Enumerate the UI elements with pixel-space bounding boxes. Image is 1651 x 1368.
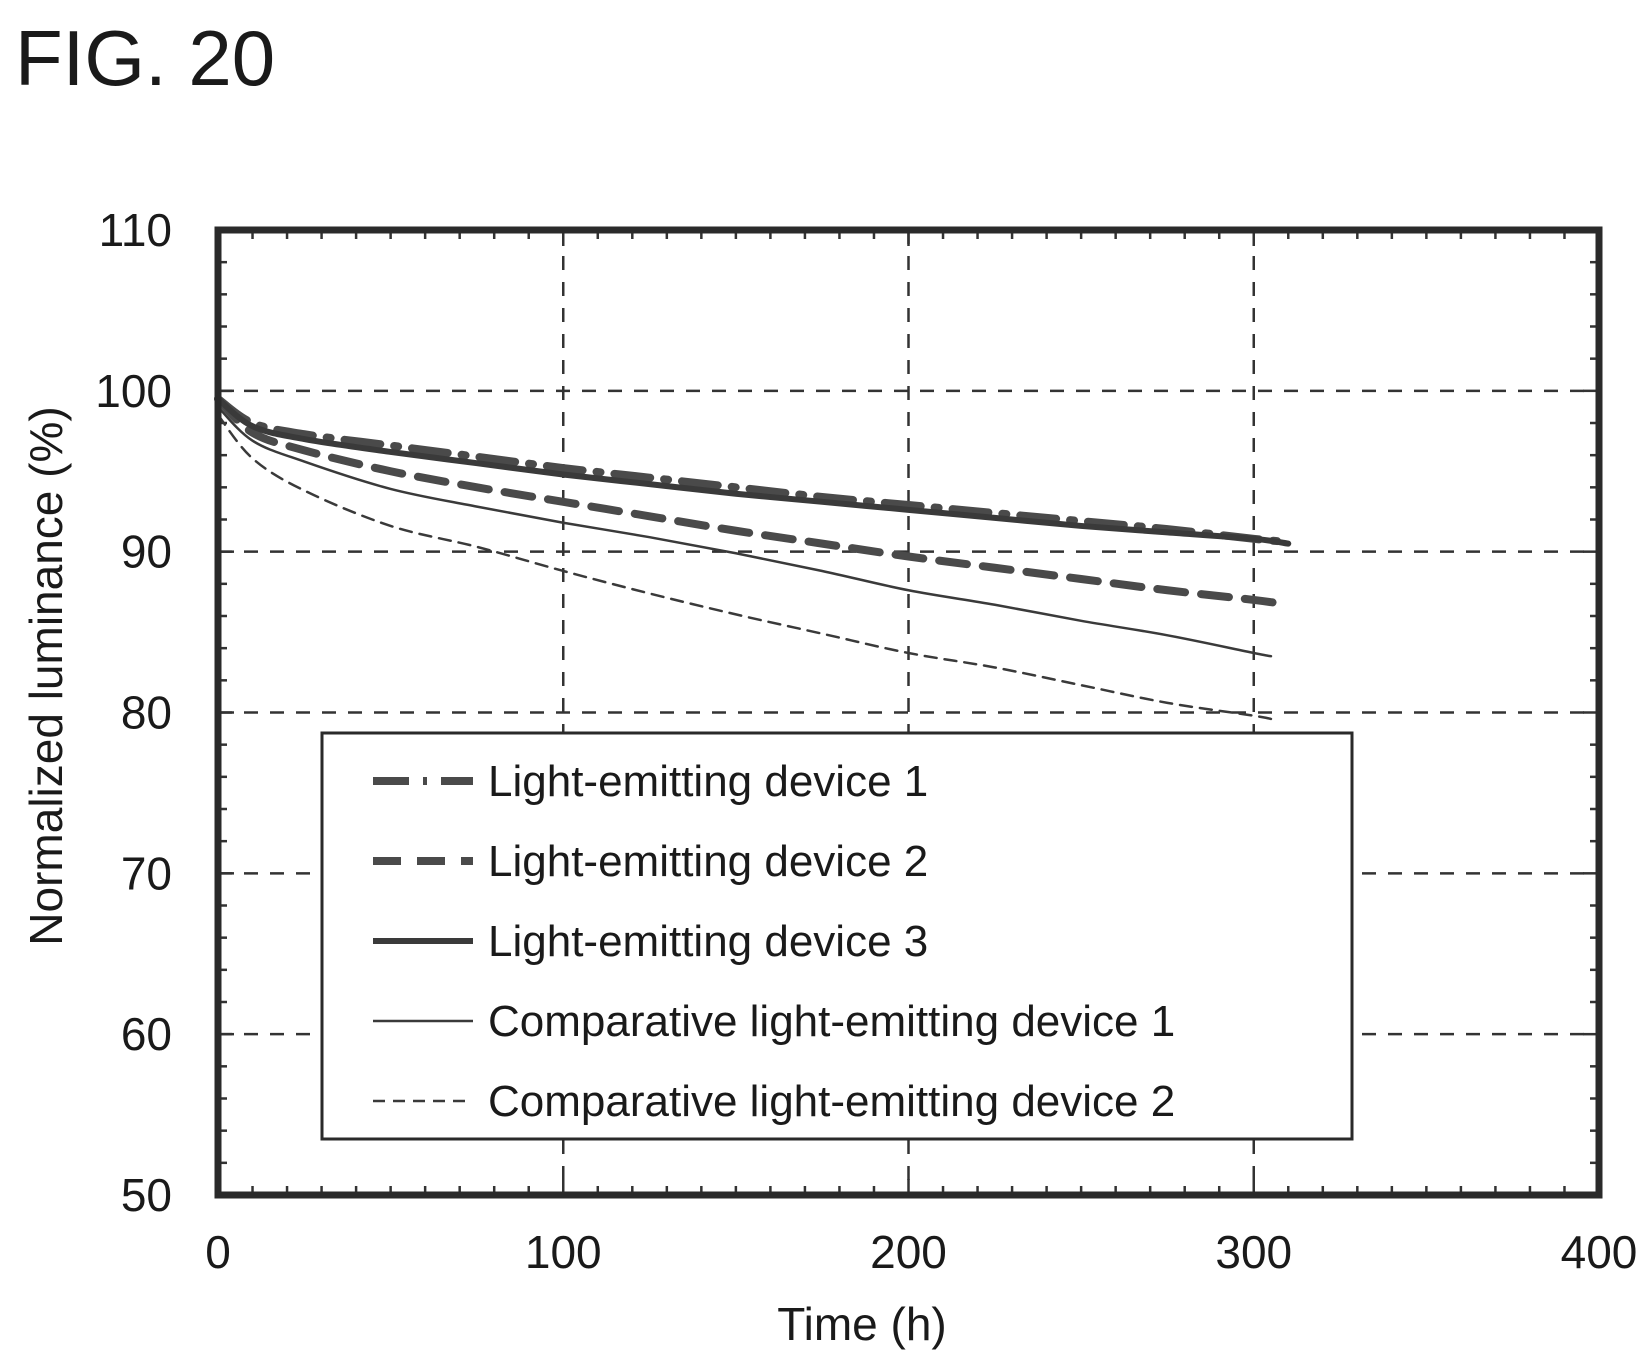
plot-frame	[214, 226, 1603, 1199]
series-line-5	[216, 413, 1273, 721]
series-line-4	[216, 405, 1273, 658]
x-tick-label: 200	[870, 1226, 947, 1278]
x-tick-labels: 0 100 200 300 400	[205, 1226, 1637, 1278]
figure-title: FIG. 20	[15, 14, 275, 102]
legend-box	[320, 731, 1354, 1141]
series-line-1	[214, 394, 1293, 547]
legend-label-4: Comparative light-emitting device 1	[488, 997, 1175, 1046]
legend-label-5: Comparative light-emitting device 2	[488, 1077, 1175, 1126]
grid	[218, 230, 1599, 1195]
x-tick-label: 400	[1561, 1226, 1638, 1278]
series-line-2	[214, 394, 1293, 609]
series-group	[214, 394, 1293, 721]
y-tick-label: 80	[121, 687, 172, 739]
y-tick-labels: 50 60 70 80 90 100 110	[95, 204, 172, 1221]
legend-label-2: Light-emitting device 2	[488, 837, 928, 886]
x-tick-label: 300	[1215, 1226, 1292, 1278]
series-line-3	[215, 395, 1292, 547]
legend-entries: Light-emitting device 1 Light-emitting de…	[373, 757, 1175, 1126]
y-tick-label: 110	[99, 204, 172, 256]
plot-area	[214, 226, 1603, 1199]
y-tick-label: 90	[121, 526, 172, 578]
y-tick-label: 50	[121, 1169, 172, 1221]
x-tick-label: 100	[525, 1226, 602, 1278]
y-axis-label: Normalized luminance (%)	[20, 406, 72, 945]
y-tick-label: 60	[121, 1008, 172, 1060]
x-axis-label: Time (h)	[777, 1298, 947, 1350]
legend-label-3: Light-emitting device 3	[488, 917, 928, 966]
legend-label-1: Light-emitting device 1	[488, 757, 928, 806]
y-tick-label: 70	[121, 847, 172, 899]
x-tick-label: 0	[205, 1226, 231, 1278]
y-tick-label: 100	[95, 365, 172, 417]
legend: Light-emitting device 1 Light-emitting de…	[320, 731, 1354, 1141]
